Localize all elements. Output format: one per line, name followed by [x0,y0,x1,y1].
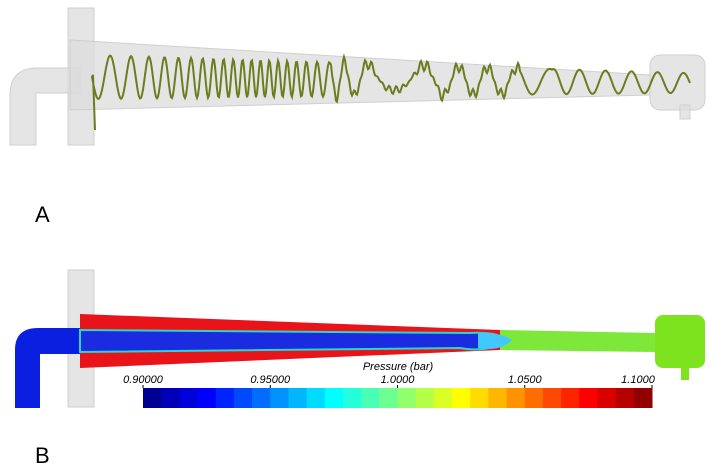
colorbar: 0.90000 0.95000 1.0000 1.0500 1.1000 [123,374,656,408]
colorbar-swatch [616,388,635,408]
colorbar-swatch [379,388,398,408]
colorbar-swatch [398,388,417,408]
colorbar-swatch [488,388,507,408]
colorbar-swatch [288,388,307,408]
colorbar-swatch [507,388,526,408]
colorbar-swatch [361,388,380,408]
colorbar-swatch [470,388,489,408]
colorbar-swatch [452,388,471,408]
panel-label: A [35,202,50,227]
geometry-b [15,270,705,408]
colorbar-swatch [597,388,616,408]
colorbar-swatch [198,388,217,408]
colorbar-swatch [252,388,271,408]
colorbar-tick-label: 0.95000 [250,374,291,386]
colorbar-swatch [179,388,198,408]
colorbar-swatch [234,388,253,408]
colorbar-swatch [161,388,180,408]
colorbar-swatch [307,388,326,408]
colorbar-swatch [543,388,562,408]
colorbar-tick-label: 1.0500 [508,374,543,386]
colorbar-swatch [525,388,544,408]
colorbar-swatch [343,388,362,408]
colorbar-swatch [270,388,289,408]
colorbar-swatch [579,388,598,408]
panel-label: B [35,443,50,468]
colorbar-tick-label: 1.0000 [381,374,416,386]
colorbar-swatch [143,388,162,408]
colorbar-swatch [325,388,344,408]
colorbar-title: Pressure (bar) [363,361,434,373]
colorbar-tick-label: 0.90000 [123,374,164,386]
colorbar-swatch [434,388,453,408]
colorbar-swatch [416,388,435,408]
colorbar-swatch [561,388,580,408]
figure: A 0.90000 0.95000 1.0000 1.0500 1.1000 Press… [0,0,709,468]
colorbar-swatch [216,388,235,408]
colorbar-swatch [634,388,653,408]
colorbar-tick-label: 1.1000 [621,374,656,386]
